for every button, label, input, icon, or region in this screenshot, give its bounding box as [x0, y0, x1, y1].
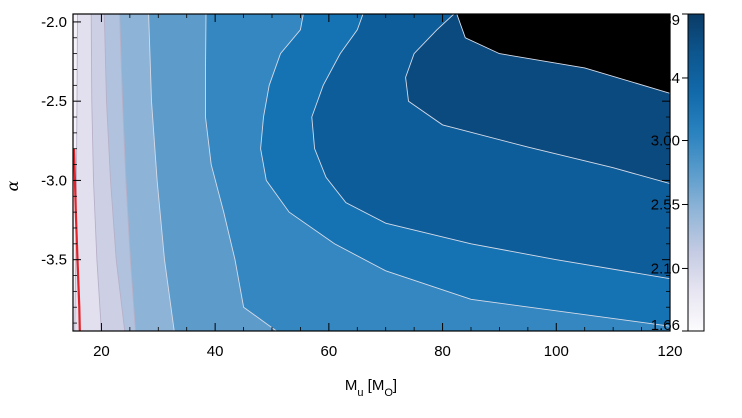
colorbar-tick-label: 3.89 [651, 12, 680, 29]
contour-line [260, 14, 670, 327]
x-tick-label: 20 [93, 343, 110, 360]
x-tick-label: 80 [434, 343, 451, 360]
contour-line [103, 14, 126, 331]
y-tick-label: -3.0 [41, 172, 67, 189]
contour-line [90, 14, 102, 331]
colorbar-gradient [687, 13, 705, 332]
y-tick-label: -2.5 [41, 93, 67, 110]
contour-band-10 [456, 14, 670, 94]
plot-frame [72, 13, 671, 332]
x-tick-label: 60 [321, 343, 338, 360]
colorbar-tick-label: 2.55 [651, 196, 680, 213]
contour-line [311, 14, 670, 280]
x-tick-label: 120 [657, 343, 682, 360]
contour-lines [74, 14, 670, 331]
y-axis-label: α [3, 180, 22, 191]
y-tick-label: -2.0 [41, 14, 67, 31]
colorbar-tick-label: 3.00 [651, 133, 680, 150]
y-tick-label: -3.5 [41, 252, 67, 269]
x-tick-label: 40 [207, 343, 224, 360]
colorbar: 3.89 3.44 3.00 2.55 2.10 1.66 [651, 12, 705, 334]
colorbar-tick-label: 3.44 [651, 70, 680, 87]
x-tick-label: 100 [544, 343, 569, 360]
contour-line [456, 14, 670, 94]
axes: 20 40 60 80 100 120 -2.0 -2.5 -3.0 -3.5 [41, 14, 682, 360]
colorbar-tick-label: 1.66 [651, 317, 680, 334]
x-axis-label: Mu [MO] [345, 377, 397, 399]
contour-line [205, 14, 277, 331]
plot-area [73, 14, 670, 331]
contour-line [405, 14, 670, 185]
colorbar-tick-label: 2.10 [651, 260, 680, 277]
contour-line [148, 14, 175, 331]
contour-line [119, 14, 136, 331]
